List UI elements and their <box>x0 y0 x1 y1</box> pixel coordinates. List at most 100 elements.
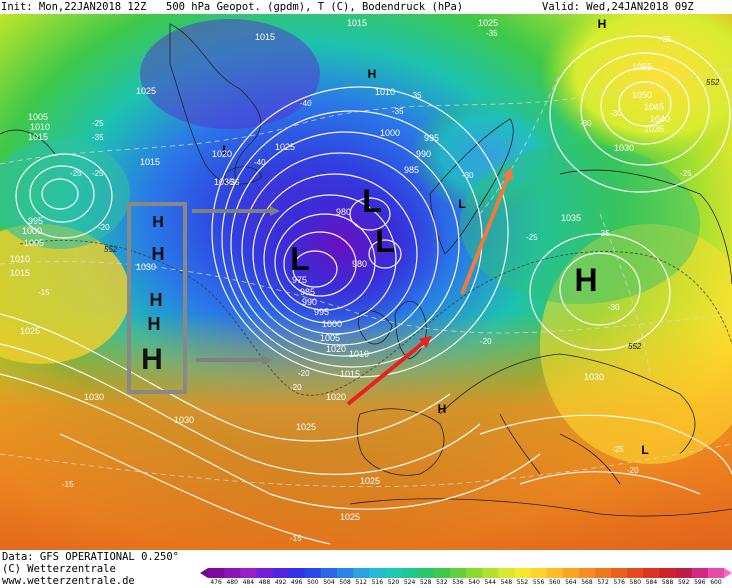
contour-label-552: 552 <box>706 78 720 87</box>
high-center-north: H <box>598 17 607 31</box>
pressure-label: 1015 <box>347 18 367 28</box>
temperature-label: -35 <box>660 35 672 44</box>
color-scale <box>200 568 732 578</box>
pressure-label: 1050 <box>632 90 652 100</box>
scale-label: 564 <box>565 579 577 586</box>
website-url: www.wetterzentrale.de <box>2 575 135 587</box>
annotation-h-5: H <box>141 343 163 376</box>
high-center-russia: H <box>574 262 597 298</box>
scale-label: 592 <box>677 579 690 586</box>
chart-title: 500 hPa Geopot. (gpdm), T (C), Bodendruc… <box>166 1 464 13</box>
scale-label: 488 <box>258 579 271 586</box>
scale-label: 544 <box>484 579 496 586</box>
warm-air-west <box>0 224 130 364</box>
scale-label: 536 <box>452 579 464 586</box>
annotation-h-3: H <box>150 290 163 310</box>
pressure-label: 1015 <box>340 369 360 379</box>
scale-cell <box>369 568 386 578</box>
low-center-3: L <box>290 241 310 277</box>
scale-cell <box>385 568 402 578</box>
temperature-label: -25 <box>680 169 692 178</box>
scale-cell <box>611 568 628 578</box>
temperature-label: -20 <box>480 337 492 346</box>
scale-label: 508 <box>339 579 351 586</box>
pressure-label: 1030 <box>174 415 194 425</box>
iceland-coast <box>224 166 263 185</box>
temperature-label: -25 <box>92 169 104 178</box>
pressure-label: 1000 <box>322 319 342 329</box>
pressure-label: 1005 <box>320 333 340 343</box>
scale-label: 496 <box>290 579 303 586</box>
temperature-label: -25 <box>70 169 82 178</box>
pressure-label: 1015 <box>140 157 160 167</box>
temperature-label: -35 <box>410 91 422 100</box>
scale-label: 548 <box>500 579 513 586</box>
data-source: Data: GFS OPERATIONAL 0.250° <box>2 551 180 563</box>
vortex-core <box>230 154 450 334</box>
annotation-h-4: H <box>148 314 161 334</box>
scale-cell <box>530 568 548 578</box>
temperature-label: -25 <box>612 445 624 454</box>
polar-vortex <box>140 19 320 129</box>
warm-air-southeast <box>540 224 732 464</box>
scale-cell <box>208 568 225 578</box>
temperature-label: -35 <box>392 107 404 116</box>
low-center-2: L <box>375 223 395 259</box>
pressure-label: 995 <box>424 133 439 143</box>
temperature-label: -25 <box>92 119 104 128</box>
scale-cell <box>466 568 483 578</box>
pressure-label: 1010 <box>349 349 369 359</box>
contour-label-552: 552 <box>104 245 118 254</box>
pressure-label: 1045 <box>644 102 664 112</box>
pressure-label: 1055 <box>632 62 652 72</box>
scale-label: 484 <box>242 579 255 586</box>
scale-cell <box>224 568 241 578</box>
pressure-label: 1025 <box>136 86 156 96</box>
pressure-label: 995 <box>314 307 329 317</box>
low-center-greenland: L <box>222 143 229 157</box>
scale-label: 520 <box>387 579 400 586</box>
scale-cell <box>675 568 693 578</box>
scale-label: 528 <box>419 579 432 586</box>
pressure-label: 1030 <box>614 143 634 153</box>
contour-552 <box>19 239 732 396</box>
pressure-label: 990 <box>302 297 317 307</box>
high-center-iberia: H <box>438 402 447 416</box>
europe-coast <box>439 353 696 485</box>
scale-label: 532 <box>436 579 448 586</box>
contour-label-552: 552 <box>628 342 642 351</box>
temperature-label: -20 <box>290 383 302 392</box>
copyright: (C) Wetterzentrale <box>2 563 116 575</box>
greenland-coast <box>169 23 262 186</box>
scale-label: 560 <box>548 579 561 586</box>
scale-cell <box>320 568 338 578</box>
annotation-h-2: H <box>152 244 165 264</box>
temperature-label: -30 <box>580 119 592 128</box>
pressure-label: 1035 <box>561 213 581 223</box>
scale-label: 476 <box>210 579 222 586</box>
scale-cell <box>691 568 709 578</box>
pressure-label: 1035 <box>214 177 234 187</box>
high-center-greenland: H <box>368 67 377 81</box>
pressure-label: 1015 <box>255 32 275 42</box>
trough-east <box>410 94 570 214</box>
scale-arrow-left <box>200 568 208 578</box>
scale-label: 492 <box>274 579 287 586</box>
pressure-label: 1020 <box>212 149 232 159</box>
pressure-label: 1025 <box>275 142 295 152</box>
pressure-label: 1025 <box>340 512 360 522</box>
scale-label: 540 <box>468 579 480 586</box>
scale-label: 524 <box>403 579 416 586</box>
scale-label: 600 <box>710 579 722 586</box>
pressure-label: 1000 <box>22 226 42 236</box>
temperature-label: -30 <box>608 303 620 312</box>
scale-label: 552 <box>516 579 529 586</box>
scale-cell <box>482 568 499 578</box>
scale-cell <box>240 568 257 578</box>
map-header: Init: Mon,22JAN2018 12Z 500 hPa Geopot. … <box>0 0 732 14</box>
temperature-label: -40 <box>300 99 312 108</box>
pressure-centers: L L L H H H L L H L <box>222 17 648 457</box>
scale-cell <box>449 568 467 578</box>
scale-label: 572 <box>597 579 609 586</box>
annotation-h-1: H <box>152 214 164 231</box>
